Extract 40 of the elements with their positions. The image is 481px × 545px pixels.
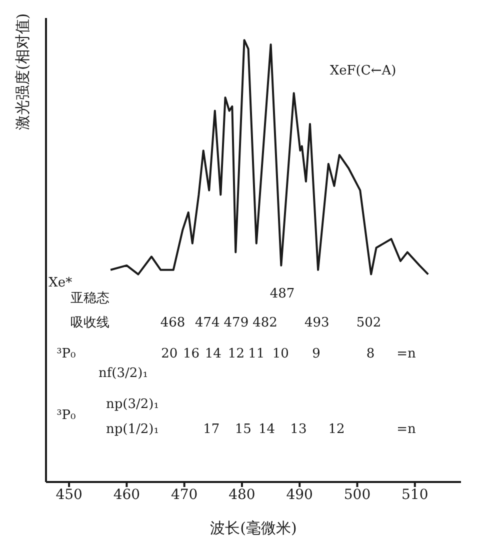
annotation: np(1/2)₁: [106, 422, 159, 437]
annotation: =n: [396, 422, 417, 437]
x-tick-label: 460: [113, 486, 140, 503]
annotation: 吸收线: [70, 315, 110, 330]
annotation: 9: [312, 346, 320, 362]
annotation: np(3/2)₁: [106, 397, 159, 412]
annotation: =n: [396, 346, 417, 362]
annotation: 亚稳态: [70, 291, 110, 306]
annotation: 479: [224, 315, 249, 330]
annotation: 12: [328, 422, 345, 437]
annotation: 482: [252, 315, 278, 330]
annotation: nf(3/2)₁: [98, 366, 148, 382]
annotation: 16: [182, 346, 200, 362]
annotation: Xe*: [48, 276, 73, 291]
annotation: 8: [366, 346, 375, 362]
x-tick-label: 490: [286, 486, 313, 503]
x-axis-title: 波长(毫微米): [210, 519, 297, 537]
annotation: XeF(C←A): [330, 64, 396, 79]
annotation: 468: [160, 315, 186, 330]
annotation: ³P₀: [56, 408, 76, 424]
annotation: 15: [234, 422, 252, 437]
y-axis-title: 激光强度(相对值): [13, 13, 32, 130]
x-tick-label: 450: [56, 486, 82, 503]
annotation: 12: [228, 346, 244, 362]
annotation: 502: [356, 315, 382, 330]
annotation: 493: [304, 315, 330, 330]
annotation: 13: [290, 422, 307, 437]
x-tick-label: 500: [344, 486, 371, 503]
annotation: 487: [270, 286, 295, 302]
annotation: 14: [204, 346, 222, 362]
annotation: 474: [194, 315, 220, 330]
annotation: 11: [248, 346, 265, 362]
annotation: ³P₀: [56, 346, 76, 362]
annotation: 20: [161, 346, 178, 362]
annotation: 14: [258, 422, 276, 437]
annotation: 10: [272, 346, 289, 362]
x-tick-label: 510: [402, 486, 428, 503]
x-tick-label: 480: [228, 486, 256, 503]
x-tick-label: 470: [170, 486, 198, 503]
annotation: 17: [203, 422, 220, 437]
